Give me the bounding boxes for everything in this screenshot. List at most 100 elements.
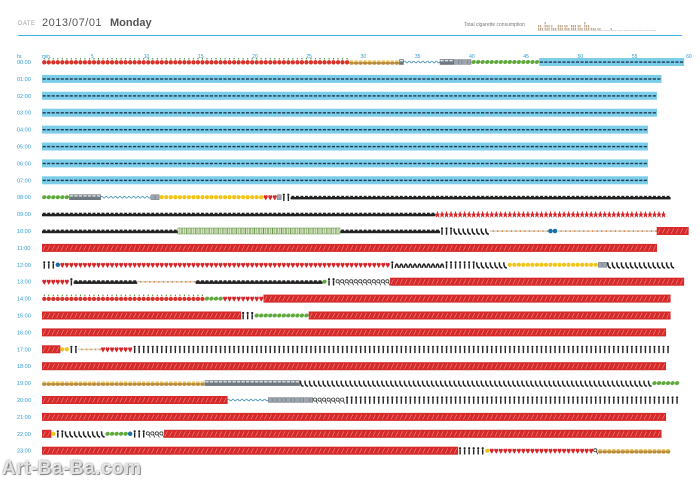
- metro-icon: [73, 194, 79, 200]
- car-icon: [390, 229, 395, 234]
- sleep-icon: [281, 91, 287, 100]
- sleep-icon: [566, 58, 572, 66]
- person-icon: [486, 345, 489, 354]
- star-icon: [579, 210, 585, 218]
- work-icon: [602, 277, 608, 286]
- sleep-icon: [105, 125, 111, 134]
- hour-label: 04:00: [17, 128, 31, 134]
- car-icon: [390, 212, 395, 217]
- work-icon: [421, 294, 427, 303]
- work-icon: [299, 328, 305, 337]
- sleep-icon: [164, 159, 169, 168]
- work-icon: [489, 362, 495, 371]
- sleep-icon: [326, 91, 332, 100]
- sleep-icon: [317, 176, 323, 185]
- sun-icon: [259, 195, 264, 200]
- work-icon: [408, 277, 413, 286]
- sleep-icon: [466, 74, 472, 83]
- leaf-icon: [670, 381, 675, 386]
- work-icon: [570, 294, 576, 303]
- car-icon: [182, 212, 187, 217]
- phone-icon: [494, 262, 499, 269]
- work-icon: [385, 328, 391, 337]
- heart-icon: [534, 448, 539, 454]
- sun-icon: [232, 195, 237, 200]
- work-icon: [417, 311, 422, 320]
- heart-icon: [150, 262, 155, 268]
- car-icon: [620, 195, 626, 200]
- sleep-icon: [417, 159, 422, 168]
- work-icon: [168, 243, 174, 252]
- car-icon: [326, 212, 332, 217]
- car-icon: [236, 212, 242, 217]
- work-icon: [227, 243, 233, 252]
- work-icon: [182, 328, 187, 337]
- sleep-icon: [304, 142, 309, 151]
- sleep-icon: [150, 91, 156, 100]
- sleep-icon: [602, 176, 608, 185]
- work-icon: [87, 362, 93, 371]
- work-icon: [453, 277, 459, 286]
- sleep-icon: [42, 125, 47, 134]
- person-icon: [635, 396, 638, 404]
- sleep-icon: [634, 108, 639, 117]
- sleep-icon: [87, 108, 93, 117]
- work-icon: [417, 429, 422, 438]
- work-icon: [471, 412, 477, 421]
- sleep-icon: [322, 159, 328, 168]
- car-icon: [200, 280, 206, 284]
- tomato-icon: [132, 58, 137, 65]
- person-icon: [373, 345, 376, 354]
- person-icon: [260, 345, 263, 354]
- person-icon: [490, 345, 493, 354]
- work-icon: [335, 429, 341, 438]
- work-icon: [588, 328, 594, 337]
- sleep-icon: [620, 159, 626, 168]
- work-icon: [105, 362, 111, 371]
- work-icon: [475, 328, 481, 337]
- tomato-icon: [322, 58, 327, 65]
- work-icon: [444, 243, 450, 252]
- work-icon: [73, 243, 79, 252]
- cigarette-icon: [498, 230, 504, 232]
- car-icon: [340, 195, 346, 200]
- work-icon: [453, 311, 459, 320]
- work-icon: [543, 243, 549, 252]
- sleep-icon: [439, 159, 445, 168]
- sleep-icon: [42, 108, 47, 117]
- work-icon: [222, 396, 228, 404]
- grid-icon: [263, 227, 268, 235]
- work-icon: [213, 429, 219, 438]
- person-icon: [327, 345, 331, 354]
- tomato-icon: [46, 58, 51, 65]
- cigarette-mark: [590, 28, 592, 31]
- work-icon: [281, 362, 287, 371]
- sleep-icon: [597, 108, 603, 117]
- leaf-icon: [55, 195, 60, 200]
- work-icon: [159, 446, 165, 455]
- work-icon: [611, 328, 617, 337]
- leaf-icon: [218, 296, 223, 301]
- sleep-icon: [295, 176, 300, 185]
- sleep-icon: [575, 91, 581, 100]
- sleep-icon: [394, 159, 400, 168]
- sleep-icon: [462, 74, 468, 83]
- grid-icon: [322, 227, 327, 235]
- sleep-icon: [249, 91, 255, 100]
- sleep-icon: [236, 176, 242, 185]
- phone-icon: [607, 380, 612, 388]
- sleep-icon: [78, 74, 83, 83]
- sleep-icon: [588, 125, 594, 134]
- sleep-icon: [51, 108, 56, 117]
- tomato-icon: [118, 294, 124, 302]
- hour-label: 19:00: [17, 381, 31, 387]
- heart-icon: [322, 262, 327, 268]
- sleep-icon: [145, 91, 151, 100]
- sleep-icon: [516, 159, 522, 168]
- sleep-icon: [82, 125, 88, 134]
- sleep-icon: [480, 176, 486, 185]
- sleep-icon: [258, 108, 264, 117]
- car-icon: [376, 229, 382, 234]
- sleep-icon: [399, 91, 404, 100]
- sleep-icon: [64, 91, 70, 100]
